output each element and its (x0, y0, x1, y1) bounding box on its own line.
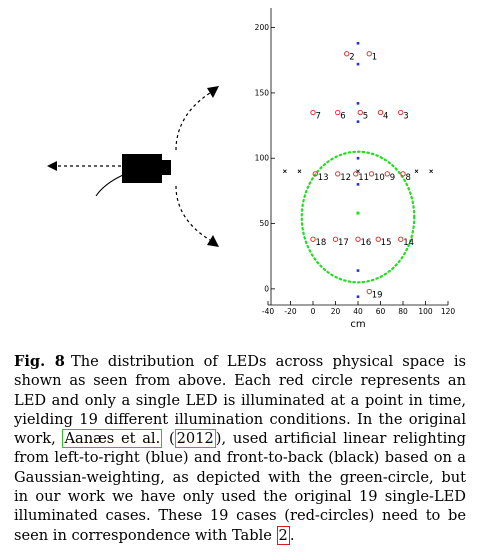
caption-text-end: . (289, 526, 295, 544)
figure-caption: Fig. 8 The distribution of LEDs across ph… (14, 353, 466, 545)
led-marker (400, 171, 406, 177)
led-marker (312, 171, 318, 177)
blue-relight-point (356, 183, 360, 186)
arrow-left-icon (47, 161, 121, 171)
green-circle-layer (300, 150, 416, 284)
led-marker (366, 51, 372, 57)
x-axis-label: cm (350, 319, 365, 330)
led-marker (398, 236, 404, 242)
led-marker (335, 109, 341, 116)
x-tick-label: 60 (376, 307, 386, 316)
y-tick-label: 100 (255, 154, 270, 163)
arrow-up-right-icon (175, 86, 219, 151)
led-label: 16 (361, 238, 372, 248)
led-label: 10 (374, 173, 385, 183)
blue-relight-point (356, 102, 360, 105)
blue-relight-point (356, 269, 360, 272)
black-relight-point (282, 169, 287, 174)
led-label: 17 (338, 238, 349, 248)
led-marker (398, 109, 404, 116)
led-marker (366, 288, 372, 295)
y-tick-label: 50 (259, 219, 269, 228)
black-x-stroke (297, 169, 302, 174)
led-marker (355, 236, 361, 242)
black-relight-point (429, 169, 434, 174)
camera-body (122, 154, 162, 183)
led-label: 4 (383, 112, 388, 122)
led-label: 1 (372, 53, 377, 63)
blue-relight-point (356, 62, 360, 66)
x-tick-label: 20 (331, 307, 341, 316)
led-marker (310, 236, 316, 242)
led-label: 19 (372, 290, 383, 300)
led-label: 5 (363, 112, 368, 122)
green-center-point (356, 211, 360, 215)
led-marker (353, 171, 359, 177)
black-x-stroke (282, 169, 287, 174)
blue-relight-point (356, 120, 360, 123)
led-marker (344, 51, 350, 57)
y-tick-label: 200 (255, 23, 270, 32)
black-x-stroke (429, 169, 434, 174)
led-label: 11 (358, 173, 369, 183)
caption-text-1: The distribution of LEDs across physical… (14, 353, 466, 448)
led-marker (377, 109, 384, 116)
citation-year-link[interactable]: 2012 (174, 429, 216, 449)
citation-author-link[interactable]: Aanæs et al. (62, 429, 163, 449)
x-tick-label: 80 (398, 307, 408, 316)
x-tick-label: 120 (441, 307, 456, 316)
led-label: 2 (349, 53, 354, 63)
y-tick-label: 0 (264, 284, 269, 293)
black-x-stroke (414, 169, 419, 174)
camera-icon (122, 154, 171, 183)
led-marker (357, 109, 363, 116)
led-marker (375, 236, 381, 242)
led-label: 13 (318, 173, 329, 183)
led-marker (384, 171, 390, 177)
arrow-down-right-icon (175, 185, 219, 247)
plot-axes: 0 50 100 150 200 -40 -20 0 20 40 60 80 100 120 cm (255, 8, 456, 330)
led-marker (335, 171, 341, 177)
led-label: 7 (316, 112, 321, 122)
camera-illustration (47, 86, 219, 247)
green-weighting-circle (300, 150, 416, 284)
led-label: 8 (406, 173, 411, 183)
x-tick-label: 0 (311, 307, 316, 316)
led-label: 15 (381, 238, 392, 248)
x-tick-label: -20 (284, 307, 296, 316)
led-label: 3 (403, 112, 408, 122)
black-relight-point (297, 169, 302, 174)
led-label: 9 (390, 173, 395, 183)
x-tick-label: 100 (418, 307, 433, 316)
led-marker (332, 236, 339, 242)
blue-relight-point (356, 295, 360, 299)
caption-text-2: , used artificial linear relighting from… (14, 430, 466, 544)
camera-lens (161, 160, 171, 175)
black-relight-point (414, 169, 419, 174)
x-tick-label: 40 (353, 307, 363, 316)
camera-cable (95, 174, 124, 197)
led-label: 14 (403, 238, 414, 248)
led-label: 12 (340, 173, 351, 183)
led-label: 18 (316, 238, 327, 248)
points-layer (282, 41, 434, 299)
x-tick-label: -40 (262, 307, 274, 316)
led-marker (368, 171, 375, 177)
blue-relight-point (356, 156, 360, 160)
led-label: 6 (340, 112, 345, 122)
y-tick-label: 150 (255, 88, 270, 97)
table-ref-link[interactable]: 2 (276, 525, 290, 545)
blue-relight-point (356, 41, 360, 45)
caption-label: Fig. 8 (14, 353, 65, 370)
led-marker (310, 109, 316, 116)
